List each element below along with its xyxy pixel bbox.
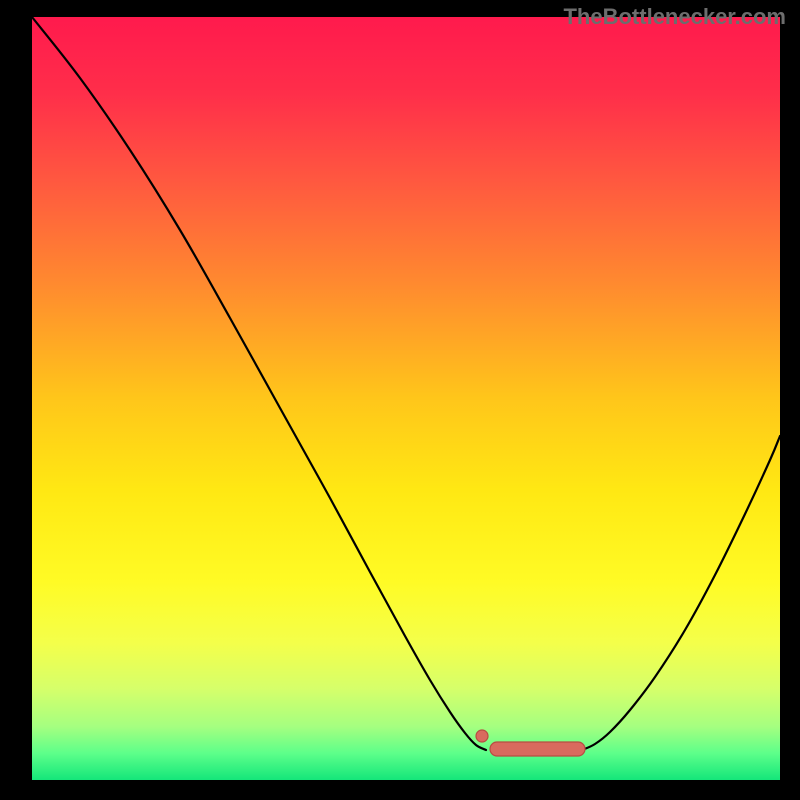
- valley-curve-right: [582, 436, 780, 750]
- valley-marker-dot: [476, 730, 488, 742]
- valley-marker-bar: [490, 742, 585, 756]
- curve-layer: [0, 0, 800, 800]
- bottleneck-chart: TheBottlenecker.com: [0, 0, 800, 800]
- valley-curve-left: [32, 17, 486, 750]
